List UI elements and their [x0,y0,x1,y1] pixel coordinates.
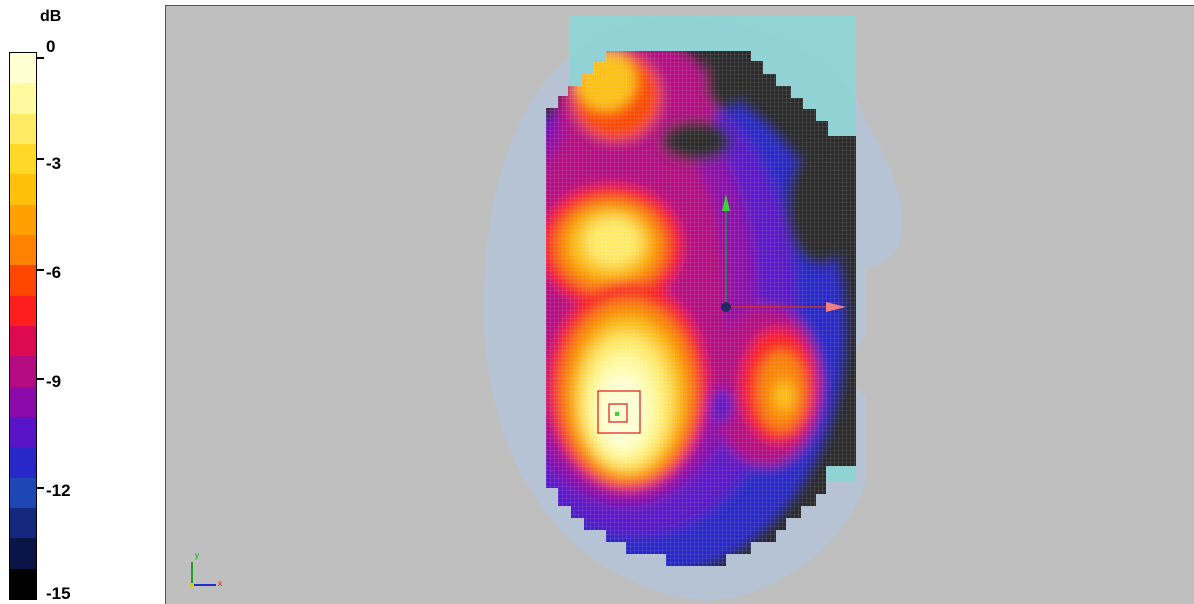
legend-swatch [10,477,36,508]
legend-swatch [10,53,36,84]
legend-swatch [10,447,36,478]
legend-tick-label-0: 0 [46,37,56,56]
legend-unit: dB [40,8,62,25]
sar-heatmap [546,51,856,566]
legend-tick-mark [37,487,44,489]
legend-tick-mark [37,57,44,59]
legend-swatch [10,234,36,266]
legend-swatch [10,113,36,144]
legend-swatch [10,204,36,235]
legend-swatch [10,143,36,175]
legend-tick-mark [37,378,44,380]
axis-x-label: x [218,579,222,588]
color-legend: dB 0 -3 -6 -9 -12 -15 [0,0,165,604]
legend-swatch [10,507,36,539]
coordinate-gizmo [721,194,846,312]
legend-tick-label-minus9: -9 [46,372,62,391]
legend-swatch [10,538,36,569]
legend-swatch [10,386,36,417]
legend-swatch [10,295,36,326]
scene-svg: x y [190,16,901,601]
legend-color-bar [9,52,37,600]
legend-swatch [10,356,36,387]
legend-tick-label-minus12: -12 [46,481,71,500]
legend-swatch [10,568,36,599]
legend-swatch [10,325,36,357]
legend-swatch [10,174,36,205]
axis-y-label: y [195,551,199,560]
legend-tick-mark [37,269,44,271]
legend-tick-label-minus15: -15 [46,584,71,603]
legend-tick-label-minus6: -6 [46,263,62,282]
legend-tick-label-minus3: -3 [46,154,62,173]
legend-swatch [10,265,36,296]
probe-marker [597,390,641,434]
legend-tick-mark [37,158,44,160]
legend-swatch [10,416,36,448]
3d-viewport[interactable]: x y [165,5,1194,604]
axis-triad: x y [190,551,222,588]
legend-swatch [10,83,36,114]
